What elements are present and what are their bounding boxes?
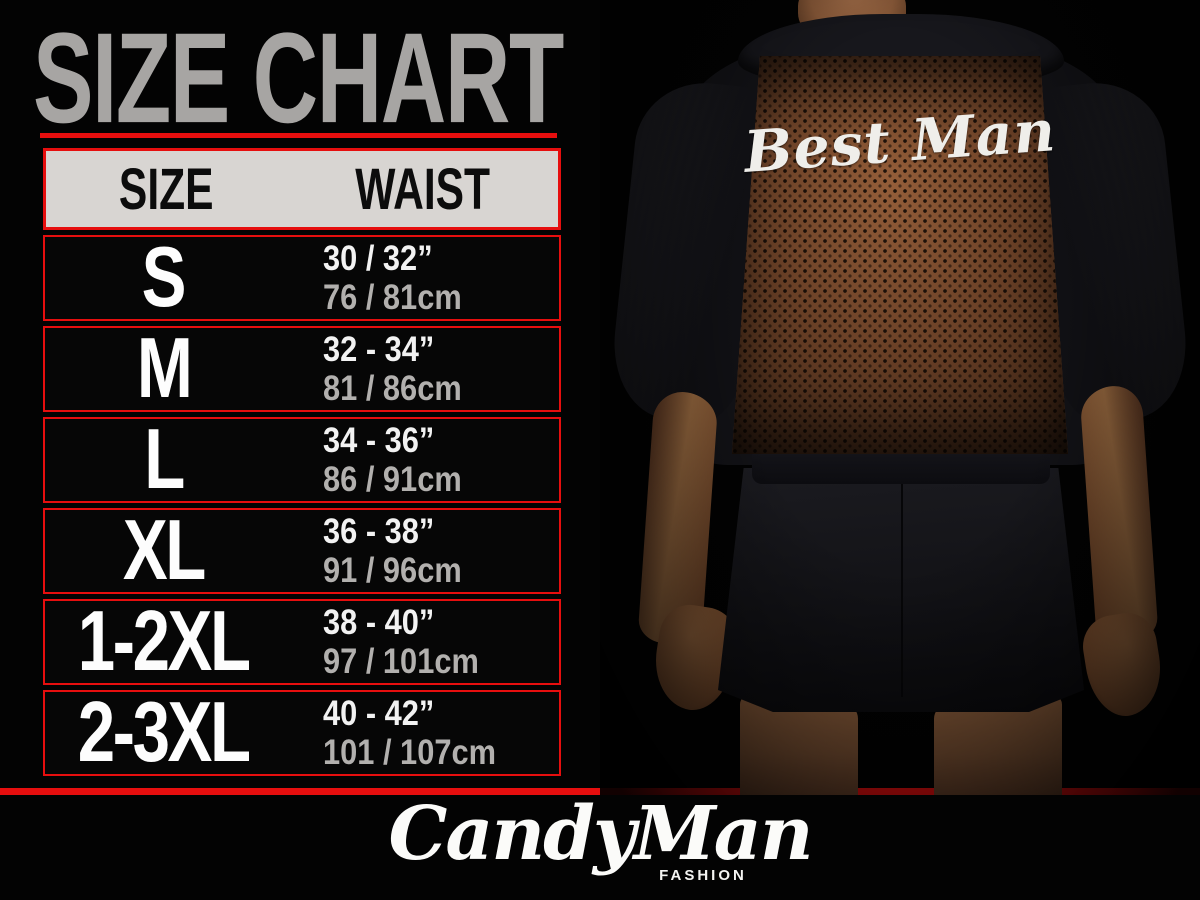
waist-value: 38 - 40” 97 / 101cm — [281, 603, 559, 681]
size-chart-panel: SIZE CHART SIZE WAIST S 30 / 32” 76 / 81… — [0, 0, 600, 800]
waist-inches: 34 - 36” — [323, 421, 435, 460]
size-value: XL — [122, 503, 206, 598]
table-row: 2-3XL 40 - 42” 101 / 107cm — [43, 690, 561, 776]
waist-inches: 36 - 38” — [323, 512, 435, 551]
waist-cm: 97 / 101cm — [323, 642, 480, 681]
waist-cm: 86 / 91cm — [323, 460, 463, 499]
waist-value: 32 - 34” 81 / 86cm — [281, 330, 559, 408]
waist-cm: 81 / 86cm — [323, 369, 463, 408]
size-value: M — [136, 321, 192, 416]
model-forearm-right — [1079, 384, 1159, 644]
waist-value: 34 - 36” 86 / 91cm — [281, 421, 559, 499]
brand-name: CandyMan — [388, 791, 813, 877]
product-photo: Best Man — [600, 0, 1200, 795]
table-row: M 32 - 34” 81 / 86cm — [43, 326, 561, 412]
brand-fashion-label: FASHION — [659, 867, 747, 884]
size-value: S — [142, 230, 187, 325]
size-table-header: SIZE WAIST — [43, 148, 561, 230]
title-underline — [40, 133, 557, 138]
waist-inches: 38 - 40” — [323, 603, 435, 642]
brand-logo: CandyMan FASHION — [0, 795, 1200, 900]
waist-value: 40 - 42” 101 / 107cm — [281, 694, 559, 772]
waist-value: 30 / 32” 76 / 81cm — [281, 239, 559, 317]
column-header-waist: WAIST — [354, 155, 490, 222]
waist-inches: 30 / 32” — [323, 239, 434, 278]
table-row: XL 36 - 38” 91 / 96cm — [43, 508, 561, 594]
waist-cm: 101 / 107cm — [323, 733, 497, 772]
table-row: 1-2XL 38 - 40” 97 / 101cm — [43, 599, 561, 685]
waist-cm: 76 / 81cm — [323, 278, 463, 317]
robe-skirt — [718, 468, 1084, 712]
table-row: S 30 / 32” 76 / 81cm — [43, 235, 561, 321]
waist-cm: 91 / 96cm — [323, 551, 463, 590]
size-value: 1-2XL — [77, 594, 251, 689]
page-title: SIZE CHART — [33, 5, 564, 150]
column-header-size: SIZE — [119, 155, 214, 222]
size-value: 2-3XL — [77, 685, 251, 780]
waist-inches: 40 - 42” — [323, 694, 435, 733]
size-value: L — [143, 412, 185, 507]
waist-value: 36 - 38” 91 / 96cm — [281, 512, 559, 590]
size-table: SIZE WAIST S 30 / 32” 76 / 81cm M 32 - 3… — [43, 148, 561, 776]
waist-inches: 32 - 34” — [323, 330, 435, 369]
table-row: L 34 - 36” 86 / 91cm — [43, 417, 561, 503]
